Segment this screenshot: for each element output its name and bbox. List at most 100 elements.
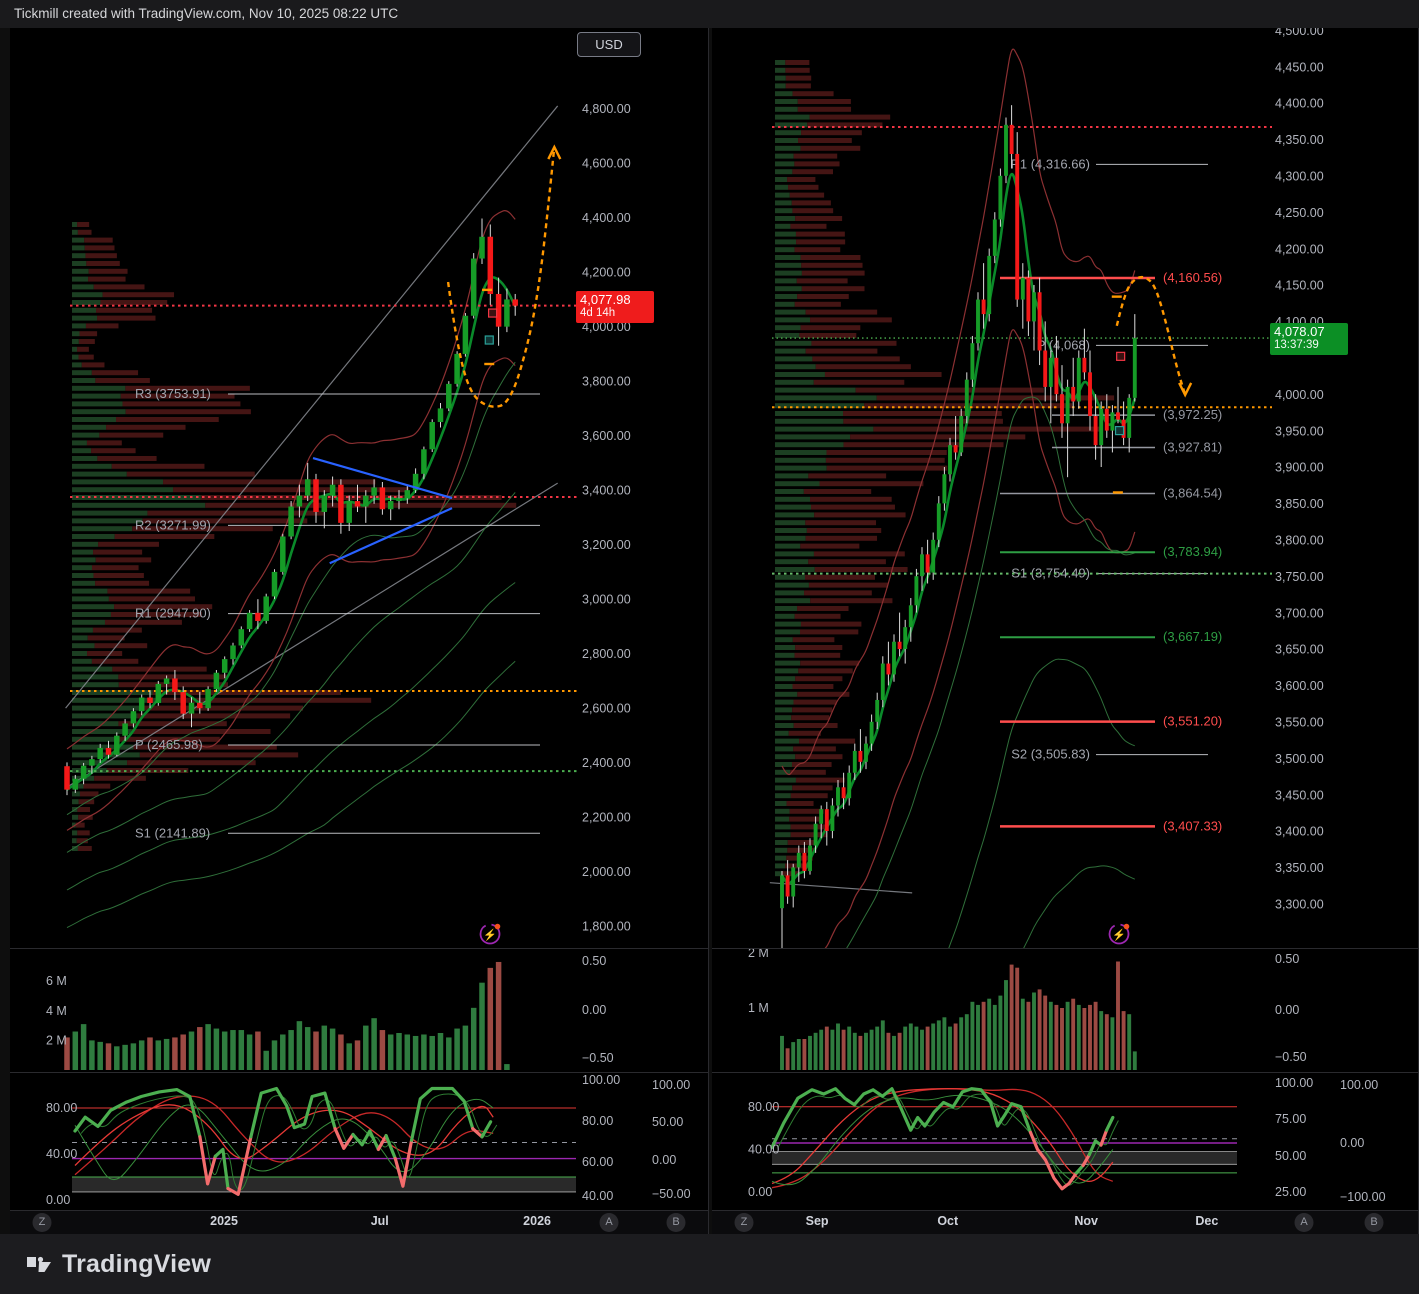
candle-body	[981, 299, 986, 315]
profile-bar-buy	[775, 75, 786, 81]
volume-bar	[908, 1023, 913, 1070]
level-label: (3,407.33)	[1163, 818, 1222, 833]
candle-body	[864, 743, 868, 762]
pivot-label: S1 (3,754.49)	[1011, 566, 1090, 581]
daily-time-axis[interactable]: Sep Oct Nov Dec Z A B	[712, 1210, 1418, 1234]
currency-toggle-button[interactable]: USD	[577, 32, 641, 57]
candle-body	[931, 539, 936, 573]
profile-bar-buy	[72, 658, 92, 664]
volume-bar	[920, 1029, 924, 1070]
volume-bar	[114, 1046, 120, 1070]
axis-badge-b[interactable]: B	[1364, 1213, 1384, 1232]
volume-bar	[1099, 1011, 1104, 1070]
profile-bar-sell	[131, 729, 271, 734]
price-axis-label: 4,600.00	[582, 156, 631, 170]
profile-bar-sell	[800, 543, 860, 549]
weekly-price-pane[interactable]: R3 (3753.91) R2 (3271.99) R1 (2947.90) P (2…	[10, 28, 708, 948]
axis-badge-a[interactable]: A	[1294, 1213, 1314, 1232]
volume-profile	[72, 222, 517, 851]
candle-body	[363, 495, 369, 507]
volume-bar	[1076, 1004, 1081, 1070]
profile-bar-buy	[775, 184, 789, 190]
candle-body	[155, 683, 162, 703]
axis-badge-z[interactable]: Z	[32, 1213, 52, 1232]
profile-bar-sell	[78, 814, 93, 820]
axis-badge-a[interactable]: A	[599, 1213, 619, 1232]
profile-bar-sell	[799, 629, 859, 635]
volume-bar	[1060, 1008, 1064, 1070]
profile-bar-buy	[72, 245, 85, 251]
profile-bar-buy	[775, 824, 791, 830]
tradingview-logo-icon[interactable]	[26, 1249, 56, 1279]
profile-bar-buy	[72, 713, 138, 719]
volume-bar	[819, 1029, 824, 1070]
profile-bar-sell	[811, 340, 897, 346]
profile-bar-sell	[804, 590, 872, 596]
candle-body	[412, 473, 419, 491]
candle-body	[246, 612, 253, 630]
candle-body	[1032, 292, 1036, 322]
profile-bar-buy	[775, 777, 796, 783]
candle-body	[964, 379, 969, 417]
profile-bar-sell	[825, 457, 945, 463]
profile-bar-buy	[775, 691, 798, 697]
volume-bar	[246, 1034, 253, 1070]
price-axis-label: 3,300.00	[1275, 898, 1324, 912]
profile-bar-buy	[72, 791, 80, 797]
profile-bar-buy	[775, 582, 809, 588]
profile-bar-sell	[800, 325, 861, 331]
profile-bar-buy	[775, 208, 793, 214]
axis-badge-b[interactable]: B	[666, 1213, 686, 1232]
profile-bar-sell	[87, 635, 125, 641]
profile-bar-buy	[72, 635, 88, 641]
daily-price-pane[interactable]: R1 (4,316.66) P (4,068) S1 (3,754.49) S2 (3…	[712, 28, 1418, 948]
profile-bar-buy	[775, 504, 811, 510]
candle-body	[80, 765, 87, 779]
candle-body	[255, 612, 261, 621]
daily-oscillator-pane[interactable]: 80.00 40.00 0.00 100.00 75.00 50.00 25.00 100.0…	[712, 1072, 1418, 1210]
candle-body	[824, 809, 829, 831]
last-price-value: 4,078.07	[1274, 324, 1325, 340]
price-axis-label: 3,800.00	[1275, 534, 1324, 548]
profile-bar-sell	[801, 262, 863, 268]
profile-bar-buy	[775, 785, 793, 791]
profile-bar-sell	[814, 512, 906, 518]
stop-loss-marker	[488, 308, 498, 318]
profile-bar-sell	[785, 75, 812, 81]
volume-bar	[313, 1031, 319, 1070]
profile-bar-sell	[786, 801, 814, 806]
candle-body	[429, 422, 435, 450]
level-label: (3,972.25)	[1163, 407, 1222, 422]
level-label: (4,160.56)	[1163, 270, 1222, 285]
axis-badge-z[interactable]: Z	[734, 1213, 754, 1232]
profile-bar-sell	[93, 573, 144, 578]
weekly-time-axis[interactable]: 2025 Jul 2026 Z A B	[10, 1210, 708, 1234]
volume-bar	[785, 1048, 790, 1070]
stoch-d-line	[74, 1098, 494, 1181]
candle-body	[1132, 338, 1137, 398]
profile-bar-sell	[843, 442, 1004, 448]
volume-bar	[1065, 1001, 1070, 1070]
profile-bar-buy	[775, 629, 800, 635]
candle-body	[785, 875, 790, 897]
volume-bar	[813, 1032, 818, 1070]
profile-bar-buy	[72, 736, 117, 742]
weekly-volume-pane[interactable]: 6 M 4 M 2 M 0.50 0.00 −0.50	[10, 948, 708, 1072]
profile-bar-sell	[789, 192, 825, 198]
profile-bar-buy	[775, 832, 791, 838]
weekly-oscillator-pane[interactable]: 80.00 40.00 0.00 100.00 80.00 60.00 40.00 100.0…	[10, 1072, 708, 1210]
volume-axis-label: 6 M	[46, 974, 67, 988]
profile-bar-buy	[775, 808, 790, 814]
candle-body	[1037, 292, 1042, 351]
brand-wordmark[interactable]: TradingView	[62, 1250, 212, 1278]
profile-bar-buy	[72, 378, 96, 383]
candle-body	[796, 852, 801, 868]
daily-volume-pane[interactable]: 2 M 1 M 0.50 0.00 −0.50	[712, 948, 1418, 1072]
profile-bar-sell	[793, 723, 838, 728]
candle-body	[1093, 416, 1098, 446]
price-axis-label: 3,850.00	[1275, 497, 1324, 511]
volume-bar	[495, 961, 502, 1070]
stoch-main-line	[770, 1087, 1033, 1149]
volume-bar	[188, 1031, 195, 1070]
stoch-main-line	[376, 1134, 388, 1151]
